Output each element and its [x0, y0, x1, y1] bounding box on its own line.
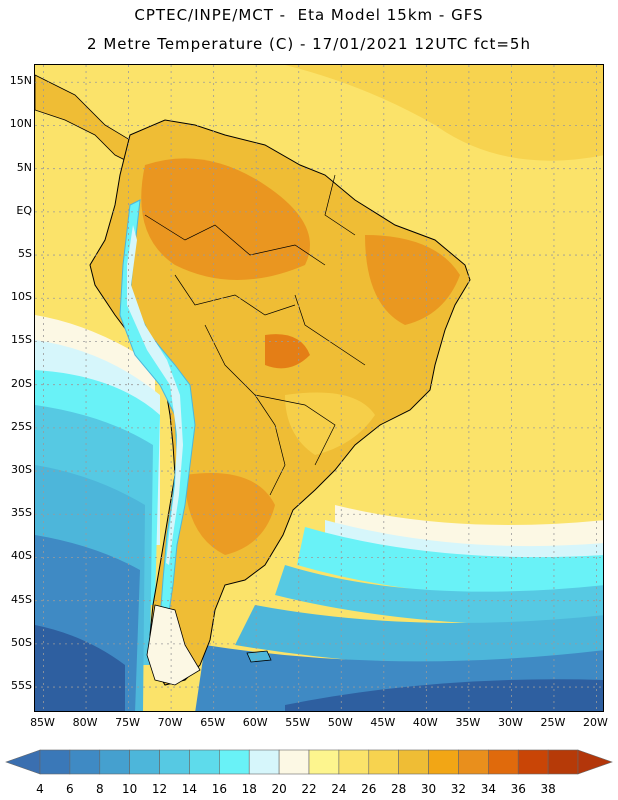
lat-label: EQ	[16, 203, 32, 217]
lon-label: 45W	[370, 716, 396, 729]
lon-label: 75W	[115, 716, 141, 729]
lat-label: 15S	[11, 333, 32, 347]
temperature-colorbar	[5, 749, 613, 775]
patagonia-tip	[146, 604, 201, 686]
lat-lon-grid	[35, 65, 603, 711]
lon-label: 55W	[285, 716, 311, 729]
colorbar-tick-label: 34	[480, 782, 496, 796]
colorbar-swatch	[308, 749, 340, 775]
colorbar-tick-label: 14	[181, 782, 198, 796]
colorbar-tick-label: 36	[510, 782, 526, 796]
ocean-band-mid-blue	[35, 535, 603, 711]
colorbar-swatch	[368, 749, 399, 775]
colorbar-tick-label: 28	[391, 782, 407, 796]
lon-label: 20W	[583, 716, 608, 729]
colorbar-tick-label: 32	[450, 782, 467, 796]
colorbar-tick-label: 24	[331, 782, 347, 796]
lon-label: 65W	[200, 716, 226, 729]
lat-label: 55S	[11, 679, 32, 693]
country-borders	[144, 174, 366, 496]
lat-label: 10N	[9, 117, 32, 131]
colorbar-tick-label: 18	[241, 782, 257, 796]
lat-label: 10S	[11, 290, 32, 304]
lat-label: 5S	[18, 247, 32, 261]
lat-label: 20S	[11, 376, 32, 390]
colorbar-tick-label: 26	[361, 782, 377, 796]
colorbar-tick-label: 16	[211, 782, 227, 796]
ocean-band-blue	[35, 465, 603, 711]
lon-label: 50W	[327, 716, 353, 729]
colorbar-low-arrow	[5, 749, 41, 775]
map-title-line-2: 2 Metre Temperature (C) - 17/01/2021 12U…	[87, 35, 531, 53]
colorbar-swatch	[547, 749, 579, 775]
colorbar-high-arrow	[577, 749, 613, 775]
lat-label: 30S	[11, 463, 32, 477]
ocean-band-deep-blue	[35, 625, 603, 711]
colorbar-swatch	[129, 749, 160, 775]
colorbar-swatch	[458, 749, 489, 775]
map-title-line-1: CPTEC/INPE/MCT - Eta Model 15km - GFS	[134, 6, 484, 24]
colorbar-tick-label: 20	[271, 782, 287, 796]
lon-label: 85W	[30, 716, 55, 729]
colorbar-tick-label: 12	[151, 782, 168, 796]
lat-label: 45S	[11, 592, 32, 606]
colorbar-swatch	[278, 749, 310, 775]
colorbar-tick-label: 10	[122, 782, 138, 796]
colorbar-swatch	[517, 749, 549, 775]
lat-label: 40S	[11, 549, 32, 563]
colorbar-swatch	[219, 749, 250, 775]
colorbar-swatch	[99, 749, 130, 775]
lon-label: 40W	[412, 716, 438, 729]
lon-label: 70W	[157, 716, 183, 729]
yellow-patch-southeast	[285, 392, 375, 455]
colorbar-swatch	[398, 749, 429, 775]
andes-cool-core	[127, 225, 183, 565]
colorbar-tick-label: 22	[301, 782, 317, 796]
colorbar-tick-label: 6	[66, 782, 74, 796]
lon-label: 25W	[540, 716, 566, 729]
colorbar-swatch	[159, 749, 190, 775]
ocean-band-gold-north	[35, 65, 603, 161]
colorbar-swatch	[39, 749, 71, 775]
colorbar-swatch	[189, 749, 220, 775]
lat-label: 5N	[16, 160, 32, 174]
colorbar-tick-label: 4	[36, 782, 44, 796]
lon-label: 60W	[242, 716, 268, 729]
lat-label: 25S	[11, 419, 32, 433]
colorbar-swatch	[428, 749, 459, 775]
lon-label: 30W	[497, 716, 523, 729]
colorbar-tick-label: 38	[540, 782, 556, 796]
colorbar-tick-label: 8	[95, 782, 104, 796]
ocean-band-light-blue	[35, 405, 603, 665]
lat-label: 50S	[11, 635, 32, 649]
warm-patch-south	[185, 473, 275, 555]
lon-label: 35W	[455, 716, 481, 729]
colorbar-tick-label: 30	[420, 782, 437, 796]
falkland-islands	[246, 650, 272, 663]
temperature-map	[34, 64, 604, 712]
colorbar-swatch	[248, 749, 280, 775]
colorbar-swatch	[488, 749, 519, 775]
warm-patch-amazon	[141, 158, 310, 280]
colorbar-swatch	[69, 749, 101, 775]
warm-patch-northeast	[365, 235, 460, 325]
lat-label: 35S	[11, 506, 32, 520]
colorbar-swatch	[338, 749, 370, 775]
lon-label: 80W	[72, 716, 98, 729]
lat-label: 15N	[9, 74, 32, 88]
